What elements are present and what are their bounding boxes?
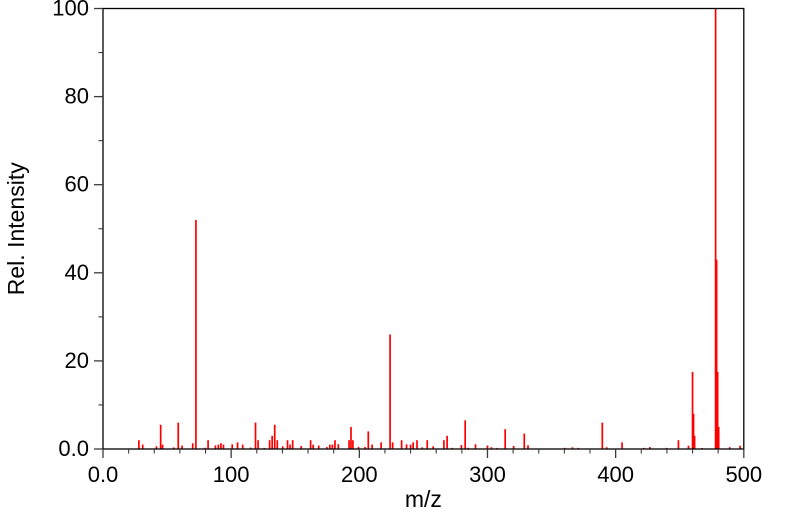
svg-text:300: 300 (469, 462, 506, 487)
svg-text:500: 500 (725, 462, 762, 487)
svg-text:40: 40 (65, 260, 89, 285)
svg-text:m/z: m/z (405, 486, 442, 512)
svg-text:200: 200 (341, 462, 378, 487)
svg-text:20: 20 (65, 348, 89, 373)
svg-text:0.0: 0.0 (88, 462, 119, 487)
svg-text:400: 400 (597, 462, 634, 487)
svg-text:80: 80 (65, 84, 89, 109)
svg-text:100: 100 (52, 0, 89, 21)
svg-text:60: 60 (65, 172, 89, 197)
svg-text:0.0: 0.0 (58, 436, 89, 461)
svg-text:100: 100 (213, 462, 250, 487)
svg-text:Rel. Intensity: Rel. Intensity (3, 162, 29, 295)
